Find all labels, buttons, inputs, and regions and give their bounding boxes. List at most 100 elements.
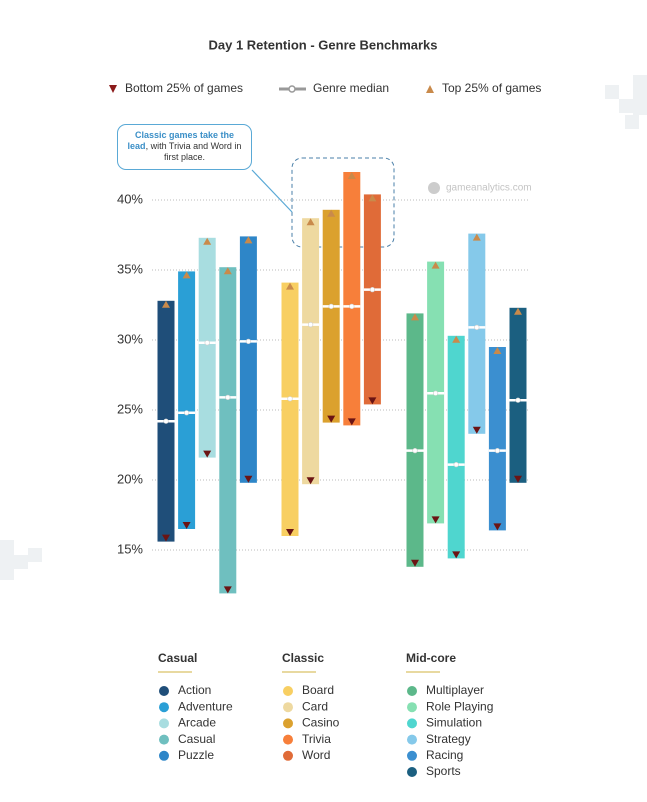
y-tick-label: 40% — [117, 191, 143, 206]
legend-label: Casual — [178, 732, 215, 746]
watermark-logo — [428, 182, 440, 194]
legend-swatch — [159, 702, 169, 713]
high-marker — [431, 261, 440, 269]
legend-swatch — [407, 702, 417, 713]
legend-group-title: Classic — [282, 651, 324, 665]
range-bar — [198, 237, 216, 458]
range-bar — [509, 307, 527, 483]
median-dot — [515, 397, 521, 403]
median-dot — [308, 322, 314, 328]
range-bar — [343, 172, 361, 426]
range-bar — [406, 313, 424, 567]
high-marker — [347, 172, 356, 179]
range-bar — [488, 347, 506, 531]
high-marker — [452, 335, 461, 343]
legend-label: Multiplayer — [426, 683, 484, 697]
legend-label: Adventure — [178, 699, 233, 713]
legend-swatch — [407, 750, 417, 761]
median-dot — [184, 410, 190, 416]
legend-label: Sports — [426, 764, 461, 778]
legend-label: Board — [302, 683, 334, 697]
high-marker — [203, 237, 212, 245]
range-bar — [178, 271, 196, 529]
median-dot — [204, 340, 210, 346]
chart-title: Day 1 Retention - Genre Benchmarks — [208, 37, 437, 52]
range-bar — [322, 209, 340, 423]
high-marker — [244, 236, 253, 244]
low-marker — [514, 475, 522, 483]
low-marker — [347, 418, 356, 426]
y-tick-label: 35% — [117, 261, 143, 276]
high-marker — [472, 233, 481, 241]
high-marker — [162, 300, 170, 308]
legend-label: Top 25% of games — [442, 81, 541, 95]
legend-label: Strategy — [426, 732, 471, 746]
low-marker — [306, 477, 315, 485]
low-marker — [493, 523, 502, 531]
range-bar — [468, 233, 486, 434]
legend-swatch — [283, 750, 293, 761]
low-marker — [431, 516, 440, 524]
legend-low-marker — [109, 85, 117, 93]
legend-label: Genre median — [313, 81, 389, 95]
median-dot — [287, 396, 293, 402]
high-marker — [286, 282, 294, 290]
high-marker — [306, 218, 315, 226]
low-marker — [286, 529, 294, 536]
legend-label: Simulation — [426, 716, 482, 730]
legend-label: Word — [302, 748, 330, 762]
legend-label: Racing — [426, 748, 463, 762]
legend-group-title: Casual — [158, 651, 197, 665]
high-marker — [223, 267, 232, 275]
legend-swatch — [407, 718, 417, 729]
range-bar — [363, 194, 381, 405]
legend-swatch — [407, 734, 417, 745]
high-marker — [368, 194, 377, 202]
range-bar — [281, 282, 299, 536]
low-marker — [203, 450, 212, 458]
low-marker — [411, 559, 419, 567]
median-dot — [412, 448, 418, 454]
median-dot — [225, 394, 231, 401]
legend-label: Casino — [302, 716, 340, 730]
legend-swatch — [283, 702, 293, 713]
low-marker — [368, 397, 377, 405]
median-dot — [494, 448, 501, 454]
decoration — [0, 75, 647, 580]
y-tick-label: 15% — [117, 541, 143, 556]
y-tick-label: 20% — [117, 471, 143, 486]
legend-swatch — [159, 750, 169, 761]
legend-label: Action — [178, 683, 211, 697]
legend-swatch — [283, 686, 293, 696]
y-tick-label: 25% — [117, 401, 143, 416]
low-marker — [182, 522, 191, 529]
low-marker — [327, 415, 336, 423]
low-marker — [472, 426, 481, 434]
legend-label: Trivia — [302, 732, 331, 746]
legend-label: Arcade — [178, 716, 216, 730]
y-tick-label: 30% — [117, 331, 143, 346]
legend-label: Bottom 25% of games — [125, 81, 243, 95]
range-bar — [219, 267, 237, 594]
median-dot — [453, 462, 459, 468]
annotation-connector — [251, 169, 293, 213]
high-marker — [514, 307, 522, 315]
low-marker — [223, 586, 232, 594]
high-marker — [182, 271, 191, 279]
median-dot — [433, 390, 439, 396]
median-dot — [369, 287, 376, 293]
range-bar — [302, 218, 320, 485]
median-dot — [163, 418, 169, 424]
annotation: Classic games take the lead, with Trivia… — [117, 124, 252, 170]
median-dot — [328, 303, 334, 310]
legend-group-title: Mid-core — [406, 651, 456, 665]
legend-swatch — [283, 718, 293, 729]
low-marker — [162, 534, 170, 542]
high-marker — [493, 347, 502, 354]
median-dot — [474, 324, 480, 331]
legend-label: Role Playing — [426, 699, 493, 713]
low-marker — [244, 475, 253, 483]
legend-label: Card — [302, 699, 328, 713]
legend-swatch — [159, 686, 169, 696]
